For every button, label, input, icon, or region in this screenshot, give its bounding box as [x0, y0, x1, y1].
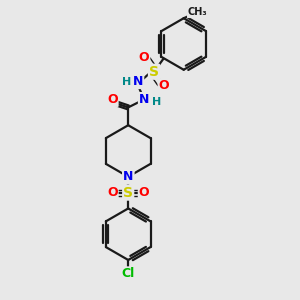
Text: O: O: [139, 51, 149, 64]
Text: N: N: [133, 75, 143, 88]
Text: O: O: [159, 79, 169, 92]
Text: H: H: [152, 98, 162, 107]
Text: S: S: [123, 186, 133, 200]
Text: O: O: [139, 186, 149, 199]
Text: N: N: [139, 93, 149, 106]
Text: CH₃: CH₃: [188, 7, 207, 17]
Text: O: O: [107, 93, 118, 106]
Text: Cl: Cl: [122, 267, 135, 280]
Text: N: N: [123, 170, 134, 183]
Text: O: O: [107, 186, 118, 199]
Text: H: H: [122, 76, 131, 87]
Text: S: S: [149, 65, 159, 79]
Text: N: N: [123, 170, 134, 183]
